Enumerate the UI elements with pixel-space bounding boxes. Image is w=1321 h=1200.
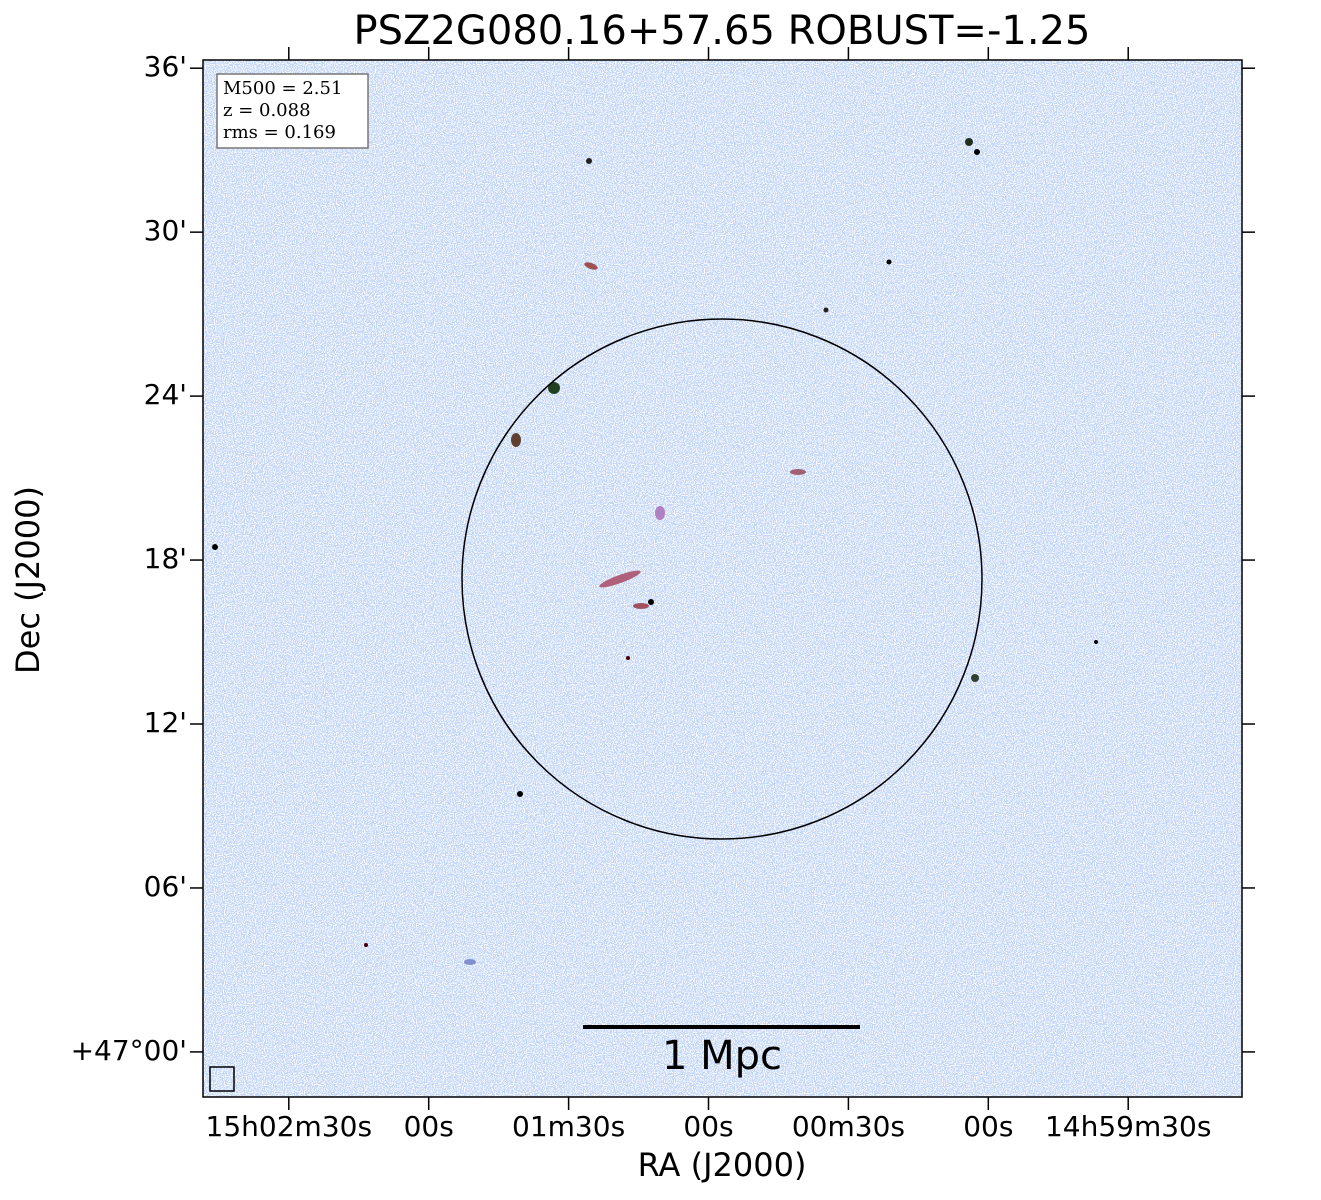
x-tick-label: 01m30s [512,1110,625,1143]
info-rms: rms = 0.169 [223,122,336,143]
plot-frame [202,59,1243,1098]
x-axis-label: RA (J2000) [638,1146,807,1184]
x-tick-label: 00m30s [792,1110,905,1143]
y-tick-label: 18' [144,542,187,575]
info-mass: M500 = 2.51 [223,78,342,99]
info-box [216,73,369,149]
sources [212,138,1098,965]
y-tick-label: 12' [144,706,187,739]
y-tick-label: +47°00' [71,1034,187,1067]
beam [209,1066,235,1092]
x-tick-label: 00s [404,1110,454,1143]
x-tick-label: 00s [963,1110,1013,1143]
chart-title: PSZ2G080.16+57.65 ROBUST=-1.25 [354,8,1091,54]
y-tick-label: 06' [144,870,187,903]
noise [203,60,1242,1097]
y-axis-label: Dec (J2000) [9,486,47,674]
scale-bar-label: 1 Mpc [662,1033,782,1079]
x-tick-label: 15h02m30s [206,1110,373,1143]
x-tick-label: 14h59m30s [1045,1110,1212,1143]
r500-circle [461,318,983,840]
y-tick-label: 24' [144,378,187,411]
x-tick-label: 00s [683,1110,733,1143]
y-tick-label: 36' [144,50,187,83]
info-redshift: z = 0.088 [223,100,311,121]
y-tick-label: 30' [144,214,187,247]
